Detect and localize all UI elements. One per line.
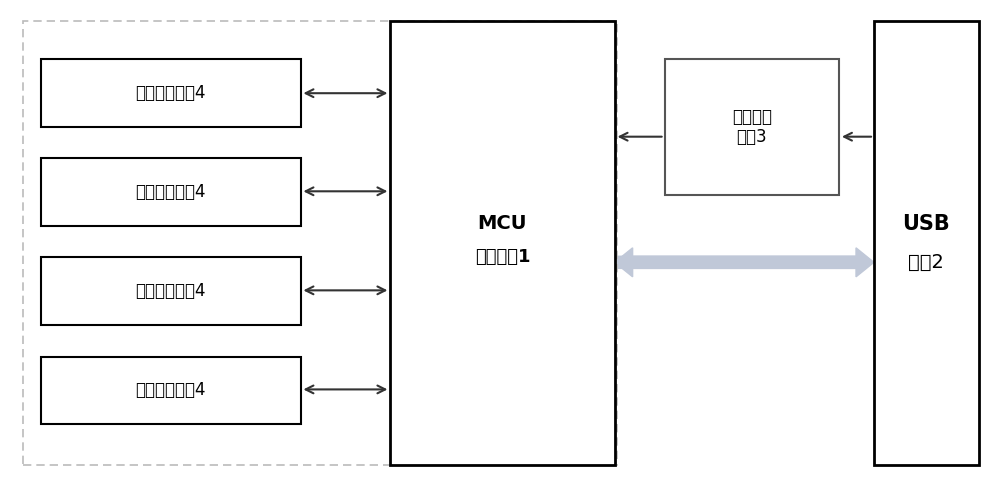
Text: MCU: MCU xyxy=(478,214,527,233)
FancyBboxPatch shape xyxy=(390,21,615,465)
Text: 电极测控回路4: 电极测控回路4 xyxy=(136,282,206,300)
FancyBboxPatch shape xyxy=(41,258,301,325)
Text: 电极测控回路4: 电极测控回路4 xyxy=(136,183,206,201)
FancyArrow shape xyxy=(615,248,856,277)
FancyBboxPatch shape xyxy=(41,59,301,127)
FancyBboxPatch shape xyxy=(665,59,839,195)
FancyBboxPatch shape xyxy=(41,357,301,424)
FancyBboxPatch shape xyxy=(23,21,617,465)
Text: 电源转换
电路3: 电源转换 电路3 xyxy=(732,107,772,146)
FancyArrow shape xyxy=(615,248,874,277)
FancyBboxPatch shape xyxy=(41,158,301,226)
Text: 电极测控回路4: 电极测控回路4 xyxy=(136,382,206,399)
FancyBboxPatch shape xyxy=(874,21,979,465)
Text: 电极测控回路4: 电极测控回路4 xyxy=(136,84,206,102)
Text: 控制核心1: 控制核心1 xyxy=(475,248,530,266)
Text: USB: USB xyxy=(902,214,950,234)
Text: 接口2: 接口2 xyxy=(908,253,944,272)
